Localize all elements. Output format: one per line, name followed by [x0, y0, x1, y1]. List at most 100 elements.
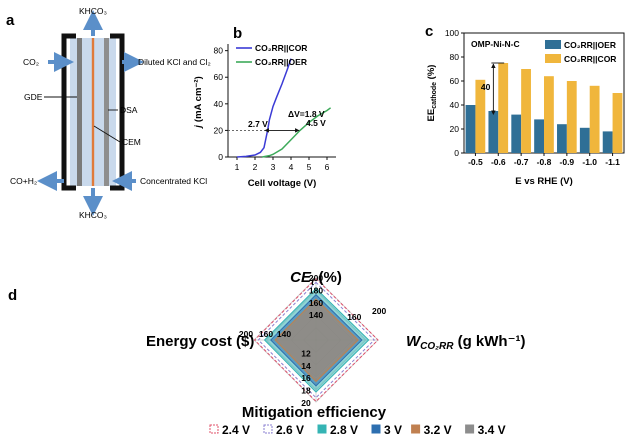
chart-c-y-label: EEcathode (%)	[426, 65, 438, 122]
chart-c-legend-label: CO₂RR||COR	[564, 54, 616, 64]
chart-b-x-tick-label: 3	[271, 162, 276, 172]
chart-c-bar-1	[566, 81, 577, 153]
radar-tick-bottom: 14	[301, 361, 311, 371]
radar-legend-label: 2.8 V	[330, 423, 358, 437]
chart-c-x-tick-label: -1.0	[582, 157, 597, 167]
chart-b-y-label-unit: (mA cm⁻²)	[193, 76, 204, 122]
radar-tick-bottom: 12	[301, 348, 311, 358]
chart-b-legend-label: CO₂RR||OER	[255, 57, 307, 67]
chart-b-x-label: Cell voltage (V)	[248, 178, 317, 189]
radar-legend-swatch	[465, 424, 475, 434]
chart-c-y-tick-label: 100	[445, 28, 459, 38]
cell-frame-left	[61, 33, 76, 191]
radar-tick-bottom: 18	[301, 386, 311, 396]
chart-c-x-tick-label: -0.5	[468, 157, 483, 167]
chart-c-y-label-main: EE	[426, 109, 437, 122]
dsa-label: DSA	[120, 105, 138, 115]
chart-c-bar-0	[511, 114, 522, 153]
chart-c-bar-1	[612, 93, 623, 153]
radar-axis-bottom-title: Mitigation efficiency	[242, 404, 387, 421]
radar-axis-right-name: W	[406, 333, 422, 350]
chart-b-x-tick-label: 6	[325, 162, 330, 172]
chart-c-bar-0	[488, 111, 499, 153]
chart-c-bracket-label: 40	[481, 82, 491, 92]
chart-b-x-tick-label: 4	[289, 162, 294, 172]
co2-label: CO₂	[23, 57, 39, 67]
radar-axis-left-title: Energy cost ($)	[146, 333, 254, 350]
bottom-outlet-label: KHCO₃	[79, 210, 107, 220]
cem-leader	[93, 125, 121, 143]
chart-b-series-line-0	[236, 58, 292, 158]
chart-b-x-tick-label: 5	[307, 162, 312, 172]
radar-legend-swatch	[263, 424, 273, 434]
chart-c-bar-1	[544, 76, 554, 153]
chart-b-series-line-1	[262, 107, 332, 158]
chart-b-y-tick-label: 60	[214, 72, 224, 82]
radar-legend-label: 3 V	[384, 423, 402, 437]
chart-c-bar-0	[534, 119, 544, 153]
radar-legend-swatch	[317, 424, 327, 434]
co-h2-label: CO+H₂	[10, 176, 37, 186]
chart-b-annot-left: 2.7 V	[248, 119, 268, 129]
chart-c-y-label-sub: cathode	[431, 82, 438, 109]
radar-series-1	[257, 281, 375, 399]
chart-b-y-tick-label: 40	[214, 99, 224, 109]
panel-c-label: c	[425, 23, 433, 40]
panel-b-label: b	[233, 25, 242, 42]
chart-c-y-tick-label: 60	[450, 76, 460, 86]
chart-c-x-tick-label: -1.1	[605, 157, 620, 167]
gde-electrode	[77, 38, 82, 186]
chart-c-bar-0	[602, 131, 613, 153]
chart-c-inset-label: OMP-Ni-N-C	[471, 39, 520, 49]
chart-c-x-label: E vs RHE (V)	[515, 176, 573, 187]
chart-c-y-tick-label: 40	[450, 100, 460, 110]
radar-axis-right-unit: (g kWh⁻¹)	[453, 333, 525, 350]
radar-tick-left: 200	[239, 329, 253, 339]
chart-c-legend-swatch	[545, 54, 561, 63]
chart-b-y-tick-label: 80	[214, 46, 224, 56]
radar-axis-right-title: WCO₂RR (g kWh⁻¹)	[406, 333, 526, 352]
chart-c-x-tick-label: -0.9	[560, 157, 575, 167]
panel-d-label: d	[8, 287, 17, 304]
chart-c-bar-0	[465, 105, 476, 153]
chart-b-annot-delta: ΔV=1.8 V	[288, 109, 325, 119]
diluted-kcl-label: Diluted KCl and Cl₂	[138, 57, 211, 67]
radar-tick-bottom: 20	[301, 398, 311, 408]
radar-legend-label: 2.4 V	[222, 423, 250, 437]
radar-series-5	[278, 302, 356, 379]
radar-legend-label: 2.6 V	[276, 423, 304, 437]
chart-b-y-label-main: j	[193, 125, 204, 130]
chart-c-bar-0	[557, 124, 567, 153]
chart-c-y-tick-label: 20	[450, 124, 460, 134]
concentrated-kcl-label: Concentrated KCl	[140, 176, 207, 186]
dsa-electrode	[104, 38, 109, 186]
radar-tick-top: 180	[309, 285, 323, 295]
chart-b-y-tick-label: 20	[214, 125, 224, 135]
chart-c-y-tick-label: 0	[454, 148, 459, 158]
chart-c-x-tick-label: -0.6	[491, 157, 506, 167]
chart-c-bar-1	[589, 85, 600, 153]
radar-tick-left: 160	[259, 329, 273, 339]
chart-c-bar-1	[475, 79, 486, 153]
radar-tick-left: 140	[277, 329, 291, 339]
chart-b-y-tick-label: 0	[218, 152, 223, 162]
chart-c-x-tick-label: -0.7	[514, 157, 529, 167]
chart-c-bar-0	[579, 127, 590, 153]
radar-legend-label: 3.4 V	[478, 423, 506, 437]
chart-c-y-label-unit: (%)	[426, 65, 437, 82]
chart-b-x-tick-label: 2	[253, 162, 258, 172]
chart-b-legend-label: CO₂RR||COR	[255, 43, 307, 53]
radar-tick-top: 140	[309, 310, 323, 320]
chart-c-y-tick-label: 80	[450, 52, 460, 62]
radar-axis-top-unit: (%)	[314, 269, 342, 286]
cem-label: CEM	[122, 137, 141, 147]
chart-c-bar-1	[498, 63, 509, 153]
radar-axis-top-title: CEt (%)	[290, 269, 342, 288]
chart-b-y-label: j (mA cm⁻²)	[193, 76, 204, 129]
chart-c-x-tick-label: -0.8	[537, 157, 552, 167]
radar-series-0	[253, 277, 379, 403]
radar-tick-right: 160	[347, 312, 361, 322]
